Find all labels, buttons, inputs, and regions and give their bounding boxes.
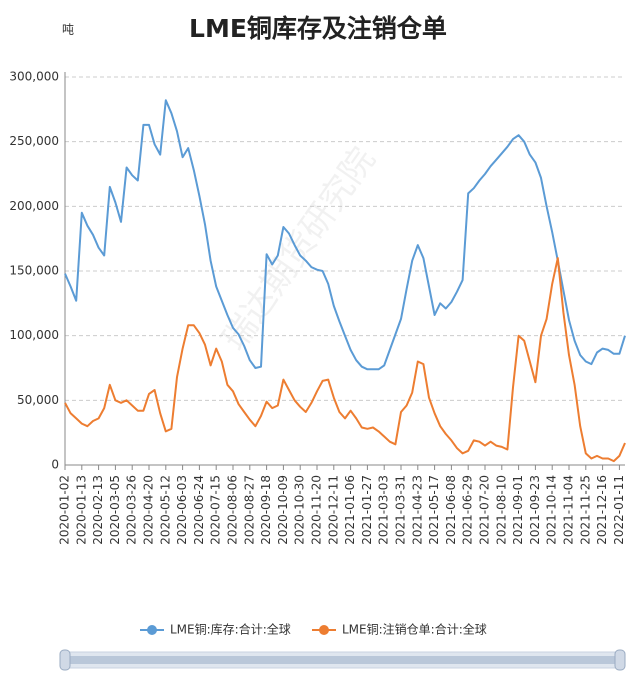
slider-handle[interactable] (59, 649, 71, 671)
y-tick-label: 0 (51, 458, 59, 472)
x-tick-label: 2021-07-20 (478, 475, 492, 545)
y-tick-label: 150,000 (9, 264, 59, 278)
x-tick-label: 2020-06-03 (175, 475, 189, 545)
x-tick-label: 2021-11-04 (562, 475, 576, 545)
y-tick-label: 50,000 (17, 393, 59, 407)
chart-title: LME铜库存及注销仓单 (189, 14, 447, 43)
x-tick-label: 2020-08-06 (226, 475, 240, 545)
line-series (64, 257, 626, 463)
watermark: 瑞达期货研究院 (214, 140, 383, 358)
x-tick-label: 2021-06-29 (461, 475, 475, 545)
x-tick-label: 2021-11-25 (578, 475, 592, 545)
x-tick-label: 2021-05-17 (427, 475, 441, 545)
legend-label: LME铜:库存:合计:全球 (170, 622, 291, 637)
y-tick-label: 250,000 (9, 134, 59, 148)
x-tick-label: 2020-11-20 (310, 475, 324, 545)
y-tick-label: 300,000 (9, 70, 59, 84)
slider-fill (62, 656, 622, 664)
slider-handle[interactable] (614, 649, 626, 671)
x-tick-label: 2020-01-02 (58, 475, 72, 545)
y-tick-label: 200,000 (9, 199, 59, 213)
x-tick-label: 2021-12-16 (595, 475, 609, 545)
x-tick-label: 2020-01-13 (74, 475, 88, 545)
x-tick-label: 2020-03-26 (125, 475, 139, 545)
scrollbar[interactable] (59, 649, 626, 671)
x-tick-label: 2020-02-13 (91, 475, 105, 545)
line-series (64, 99, 626, 371)
x-tick-label: 2020-12-11 (326, 475, 340, 545)
x-tick-label: 2020-10-09 (276, 475, 290, 545)
x-tick-label: 2021-10-14 (545, 475, 559, 545)
x-tick-label: 2020-10-30 (293, 475, 307, 545)
x-tick-label: 2021-09-23 (528, 475, 542, 545)
x-tick-label: 2020-08-27 (242, 475, 256, 545)
x-tick-label: 2021-04-23 (410, 475, 424, 545)
y-tick-label: 100,000 (9, 328, 59, 342)
x-tick-label: 2021-03-31 (394, 475, 408, 545)
x-tick-label: 2020-03-05 (108, 475, 122, 545)
x-tick-label: 2022-01-11 (612, 475, 626, 545)
x-tick-label: 2021-03-03 (377, 475, 391, 545)
x-tick-label: 2020-09-18 (259, 475, 273, 545)
legend-marker (147, 625, 157, 635)
x-tick-label: 2021-08-10 (494, 475, 508, 545)
x-tick-label: 2020-04-20 (142, 475, 156, 545)
x-tick-label: 2020-06-24 (192, 475, 206, 545)
x-tick-label: 2021-01-27 (360, 475, 374, 545)
x-tick-label: 2021-06-08 (444, 475, 458, 545)
x-tick-label: 2020-07-15 (209, 475, 223, 545)
legend-marker (319, 625, 329, 635)
x-tick-label: 2021-01-06 (343, 475, 357, 545)
x-tick-label: 2021-09-01 (511, 475, 525, 545)
y-unit: 吨 (62, 23, 74, 37)
x-tick-label: 2020-05-12 (158, 475, 172, 545)
legend-label: LME铜:注销仓单:合计:全球 (342, 622, 487, 637)
